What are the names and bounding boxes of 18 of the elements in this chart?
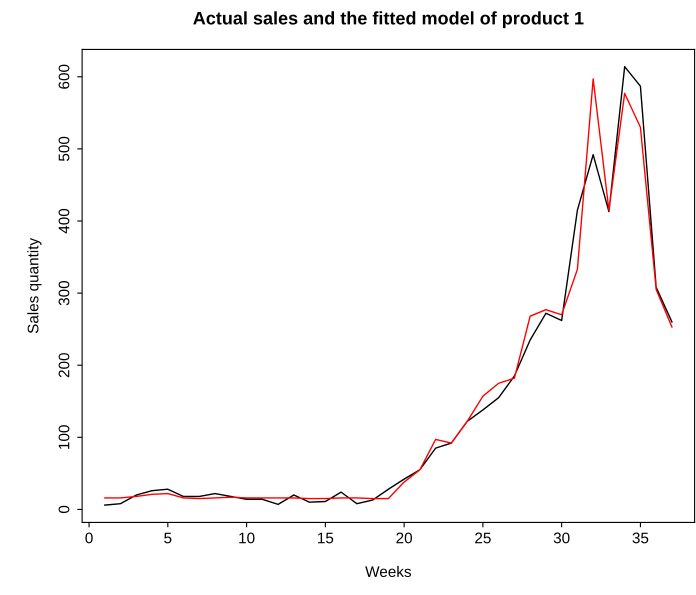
x-tick-label: 15 bbox=[318, 532, 334, 544]
x-tick-label: 35 bbox=[632, 532, 648, 544]
x-tick-label: 0 bbox=[85, 532, 93, 544]
x-tick-label: 30 bbox=[554, 532, 570, 544]
y-tick-label: 300 bbox=[58, 280, 70, 306]
y-tick-label: 200 bbox=[58, 353, 70, 378]
x-tick-label: 5 bbox=[164, 532, 172, 544]
x-tick-label: 10 bbox=[239, 532, 254, 544]
y-tick-label: 400 bbox=[58, 208, 70, 234]
x-tick-label: 20 bbox=[396, 532, 412, 544]
y-tick-label: 600 bbox=[58, 64, 70, 89]
chart-title: Actual sales and the fitted model of product 1 bbox=[193, 11, 584, 28]
x-axis-title: Weeks bbox=[365, 566, 412, 578]
y-tick-label: 100 bbox=[58, 425, 70, 449]
y-tick-label: 0 bbox=[58, 506, 70, 514]
x-tick-label: 25 bbox=[475, 532, 491, 544]
y-axis-title: Sales quantity bbox=[27, 238, 42, 334]
y-tick-label: 500 bbox=[58, 136, 70, 162]
